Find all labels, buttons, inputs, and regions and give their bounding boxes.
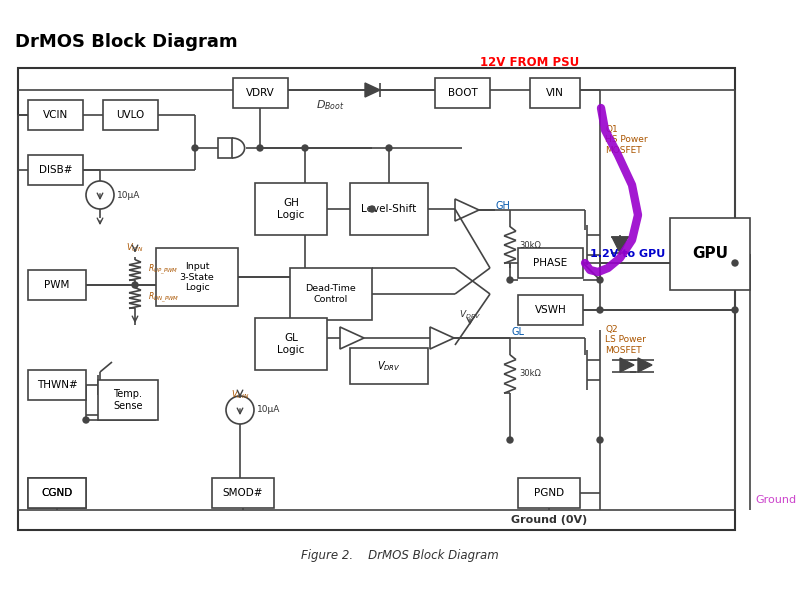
- Bar: [28, 370, 86, 400]
- Text: Ground (0V): Ground (0V): [511, 515, 587, 525]
- Circle shape: [507, 437, 513, 443]
- Text: $R_{DN\_PWM}$: $R_{DN\_PWM}$: [148, 291, 179, 305]
- Text: VDRV: VDRV: [246, 88, 275, 98]
- Text: 12V FROM PSU: 12V FROM PSU: [480, 55, 580, 68]
- Circle shape: [386, 145, 392, 151]
- Text: UVLO: UVLO: [116, 110, 145, 120]
- Bar: [156, 248, 238, 306]
- Bar: [530, 78, 580, 108]
- Bar: [212, 478, 274, 508]
- Circle shape: [732, 307, 738, 313]
- Text: BOOT: BOOT: [448, 88, 478, 98]
- Bar: [98, 380, 158, 420]
- Bar: [518, 248, 583, 278]
- Text: $V_{GIN}$: $V_{GIN}$: [231, 389, 249, 401]
- Text: SMOD#: SMOD#: [222, 488, 263, 498]
- Bar: [518, 295, 583, 325]
- Bar: [670, 218, 750, 290]
- Text: GH: GH: [496, 201, 511, 211]
- Polygon shape: [365, 83, 380, 97]
- Text: Figure 2.    DrMOS Block Diagram: Figure 2. DrMOS Block Diagram: [301, 548, 499, 562]
- Bar: [28, 100, 83, 130]
- Circle shape: [597, 437, 603, 443]
- Text: GL: GL: [511, 327, 524, 337]
- Circle shape: [132, 282, 138, 288]
- Text: DrMOS Block Diagram: DrMOS Block Diagram: [15, 33, 238, 51]
- Text: PGND: PGND: [534, 488, 564, 498]
- Text: GPU: GPU: [692, 247, 728, 262]
- Bar: [518, 478, 580, 508]
- Text: 1.2V to GPU: 1.2V to GPU: [590, 249, 666, 259]
- Text: CGND: CGND: [42, 488, 73, 498]
- Text: Q1
HS Power
MOSFET: Q1 HS Power MOSFET: [605, 125, 648, 155]
- Circle shape: [302, 145, 308, 151]
- Bar: [350, 183, 428, 235]
- Circle shape: [507, 277, 513, 283]
- Text: VCIN: VCIN: [43, 110, 68, 120]
- Circle shape: [192, 145, 198, 151]
- Polygon shape: [620, 358, 634, 372]
- Bar: [435, 78, 490, 108]
- Text: PHASE: PHASE: [534, 258, 568, 268]
- Text: CGND: CGND: [42, 488, 73, 498]
- Text: $D_{Boot}$: $D_{Boot}$: [316, 98, 344, 112]
- Bar: [18, 68, 735, 530]
- Polygon shape: [612, 237, 628, 253]
- Text: 30kΩ: 30kΩ: [519, 370, 541, 379]
- Polygon shape: [638, 358, 652, 372]
- Text: Ground: Ground: [755, 495, 796, 505]
- Circle shape: [257, 145, 263, 151]
- Text: GL
Logic: GL Logic: [278, 333, 305, 355]
- Bar: [290, 268, 372, 320]
- Bar: [233, 78, 288, 108]
- Bar: [255, 318, 327, 370]
- Text: Level-Shift: Level-Shift: [362, 204, 417, 214]
- Text: DISB#: DISB#: [38, 165, 72, 175]
- Bar: [28, 155, 83, 185]
- Text: THWN#: THWN#: [37, 380, 78, 390]
- Circle shape: [369, 206, 375, 212]
- Text: PWM: PWM: [44, 280, 70, 290]
- Text: GH
Logic: GH Logic: [278, 198, 305, 220]
- Bar: [350, 348, 428, 384]
- Text: VIN: VIN: [546, 88, 564, 98]
- Text: $R_{UP\_PWM}$: $R_{UP\_PWM}$: [148, 263, 178, 277]
- Bar: [28, 478, 86, 508]
- Text: Input
3-State
Logic: Input 3-State Logic: [180, 262, 214, 292]
- Bar: [218, 138, 232, 158]
- Circle shape: [83, 417, 89, 423]
- Text: Temp.
Sense: Temp. Sense: [114, 389, 142, 411]
- Text: $V_{DRV}$: $V_{DRV}$: [459, 309, 481, 321]
- Text: Q2
LS Power
MOSFET: Q2 LS Power MOSFET: [605, 325, 646, 355]
- Text: Dead-Time
Control: Dead-Time Control: [306, 284, 356, 304]
- Text: 10μA: 10μA: [257, 406, 280, 415]
- Bar: [28, 270, 86, 300]
- Text: $V_{DRV}$: $V_{DRV}$: [377, 359, 401, 373]
- Bar: [103, 100, 158, 130]
- Bar: [28, 478, 86, 508]
- Text: 10μA: 10μA: [117, 191, 140, 199]
- Text: 30kΩ: 30kΩ: [519, 241, 541, 250]
- Text: $V_{CIN}$: $V_{CIN}$: [126, 242, 144, 254]
- Bar: [255, 183, 327, 235]
- Circle shape: [597, 307, 603, 313]
- Text: VSWH: VSWH: [534, 305, 566, 315]
- Circle shape: [597, 277, 603, 283]
- Circle shape: [732, 260, 738, 266]
